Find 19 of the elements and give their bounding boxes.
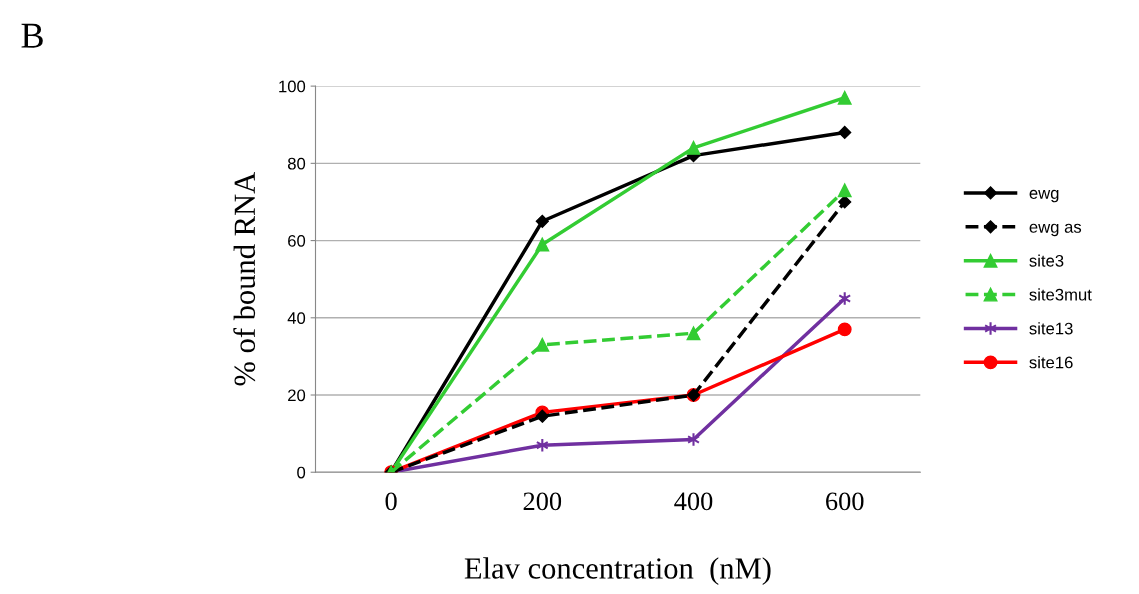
text: B	[21, 23, 43, 48]
legend-label: site3mut	[1029, 288, 1092, 301]
legend-label: ewg	[1029, 189, 1059, 203]
x-tick-label: 0	[385, 492, 397, 511]
x-tick-label: 200	[523, 492, 562, 511]
y-tick-label: 20	[288, 389, 306, 402]
y-tick-label: 40	[287, 312, 306, 324]
x-tick-label: 600	[826, 492, 864, 511]
x-axis-title: Elav concentration (nM)	[464, 557, 771, 585]
y-tick-label: 60	[288, 234, 306, 247]
y-axis-title: % of bound RNA	[233, 172, 256, 386]
y-tick-label: 80	[287, 157, 306, 170]
y-tick-label: 100	[279, 80, 306, 93]
legend-label: site13	[1029, 322, 1073, 335]
legend-label: ewg as	[1029, 223, 1082, 237]
legend-label: site3	[1029, 254, 1064, 267]
y-tick-label: 0	[297, 466, 306, 479]
x-tick-label: 400	[674, 492, 713, 511]
legend-label: site16	[1029, 356, 1073, 369]
